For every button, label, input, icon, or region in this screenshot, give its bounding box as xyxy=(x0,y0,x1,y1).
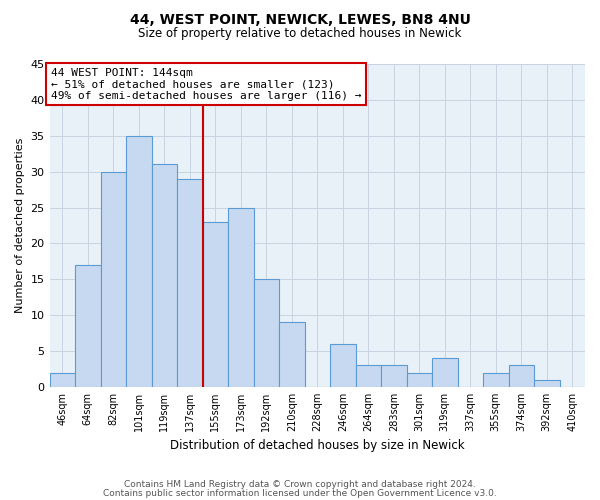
Bar xyxy=(203,222,228,387)
Bar xyxy=(50,372,75,387)
Bar xyxy=(254,280,279,387)
Bar xyxy=(432,358,458,387)
Bar xyxy=(509,366,534,387)
Text: 44, WEST POINT, NEWICK, LEWES, BN8 4NU: 44, WEST POINT, NEWICK, LEWES, BN8 4NU xyxy=(130,12,470,26)
Text: 44 WEST POINT: 144sqm
← 51% of detached houses are smaller (123)
49% of semi-det: 44 WEST POINT: 144sqm ← 51% of detached … xyxy=(51,68,361,101)
Text: Contains public sector information licensed under the Open Government Licence v3: Contains public sector information licen… xyxy=(103,490,497,498)
Bar xyxy=(177,179,203,387)
Bar xyxy=(101,172,126,387)
Bar xyxy=(534,380,560,387)
Bar xyxy=(126,136,152,387)
Bar xyxy=(330,344,356,387)
Bar xyxy=(407,372,432,387)
Bar xyxy=(381,366,407,387)
Text: Contains HM Land Registry data © Crown copyright and database right 2024.: Contains HM Land Registry data © Crown c… xyxy=(124,480,476,489)
Bar xyxy=(279,322,305,387)
Bar xyxy=(356,366,381,387)
Text: Size of property relative to detached houses in Newick: Size of property relative to detached ho… xyxy=(139,28,461,40)
Bar xyxy=(75,265,101,387)
Bar xyxy=(483,372,509,387)
Y-axis label: Number of detached properties: Number of detached properties xyxy=(15,138,25,313)
Bar xyxy=(152,164,177,387)
Bar xyxy=(228,208,254,387)
X-axis label: Distribution of detached houses by size in Newick: Distribution of detached houses by size … xyxy=(170,440,464,452)
